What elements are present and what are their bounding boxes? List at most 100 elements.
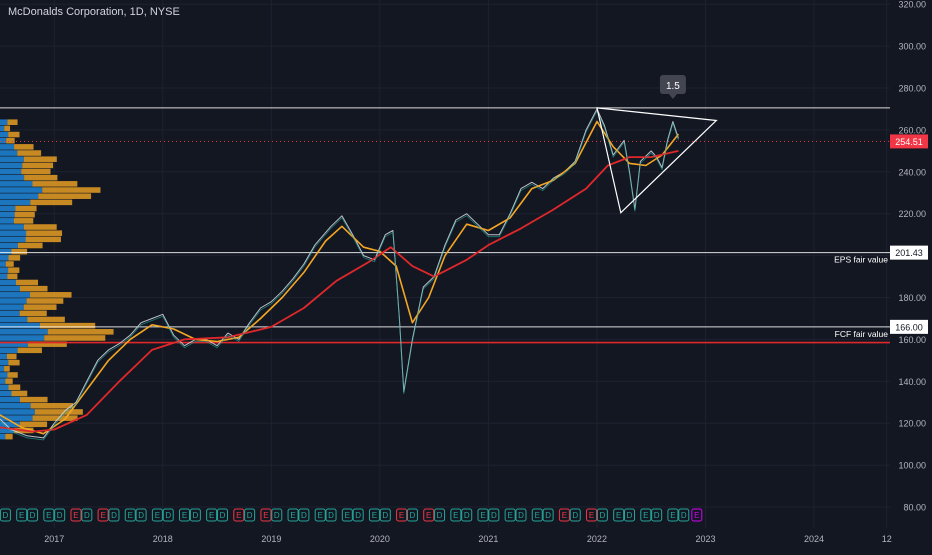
volume-profile-bar-up (0, 409, 35, 415)
volume-profile-bar-up (0, 372, 8, 378)
earnings-marker-d[interactable]: D (298, 508, 310, 522)
earnings-marker-e[interactable]: E (531, 508, 543, 522)
volume-profile-bar-up (0, 353, 7, 360)
earnings-marker-d[interactable]: D (678, 508, 690, 522)
earnings-marker-d[interactable]: D (515, 508, 527, 522)
volume-profile-bar-up (0, 224, 24, 230)
earnings-marker-d[interactable]: D (189, 508, 201, 522)
earnings-marker-d[interactable]: D (108, 508, 120, 522)
earnings-marker-box (341, 508, 353, 522)
volume-profile-bar-up (0, 181, 33, 187)
earnings-marker-e[interactable]: E (640, 508, 652, 522)
earnings-marker-letter: E (616, 511, 621, 520)
earnings-marker-e[interactable]: E (151, 508, 163, 522)
volume-profile-bar-up (0, 199, 31, 206)
volume-profile-bar-down (17, 242, 43, 249)
volume-profile-bar-down (30, 292, 72, 298)
earnings-marker-e[interactable]: E (396, 508, 408, 522)
time-axis-label: 2024 (804, 534, 824, 544)
earnings-marker-box (162, 508, 174, 522)
time-axis[interactable]: 2017 2018 2019 2020 2021 2022 2023 2024 12 (44, 534, 891, 544)
series-price-shadow (0, 110, 679, 441)
earnings-marker-d[interactable]: D (406, 508, 418, 522)
earnings-marker-e[interactable]: E (558, 508, 570, 522)
volume-profile-bar-up (0, 433, 6, 440)
series-lines (0, 108, 680, 441)
level-value-tag[interactable] (890, 319, 928, 334)
earnings-marker-d[interactable]: D (434, 508, 446, 522)
earnings-marker-d[interactable]: D (624, 508, 636, 522)
earnings-marker-d[interactable]: D (135, 508, 147, 522)
earnings-marker-letter: D (192, 511, 198, 520)
earnings-marker-e[interactable]: E (179, 508, 191, 522)
earnings-marker-d[interactable]: D (325, 508, 337, 522)
earnings-marker-letter: E (670, 511, 675, 520)
earnings-marker-d[interactable]: D (162, 508, 174, 522)
earnings-marker-d[interactable]: D (651, 508, 663, 522)
earnings-marker-box (531, 508, 543, 522)
triangle-pattern[interactable] (596, 107, 718, 214)
last-price-tag-text: 254.51 (895, 137, 923, 147)
earnings-marker-e[interactable]: E (260, 508, 272, 522)
drawings[interactable]: 1.5 EPS fair value FCF fair value (596, 75, 888, 339)
earnings-marker-d[interactable]: D (244, 508, 256, 522)
earnings-marker-letter: E (453, 511, 458, 520)
earnings-marker-d[interactable]: D (542, 508, 554, 522)
earnings-marker-e[interactable]: E (206, 508, 218, 522)
earnings-marker-d[interactable]: D (596, 508, 608, 522)
earnings-marker-e[interactable]: E (70, 508, 82, 522)
earnings-marker-e[interactable]: E (233, 508, 245, 522)
earnings-marker-e[interactable]: E (504, 508, 516, 522)
volume-profile-bar-up (0, 378, 6, 384)
earnings-marker-d[interactable]: D (569, 508, 581, 522)
earnings-marker-e[interactable]: E (691, 508, 703, 522)
price-axis-label: 300.00 (898, 42, 926, 52)
earnings-marker-box (504, 508, 516, 522)
earnings-marker-e[interactable]: E (477, 508, 489, 522)
earnings-marker-d[interactable]: D (54, 508, 66, 522)
earnings-marker-e[interactable]: E (667, 508, 679, 522)
earnings-marker-e[interactable]: E (287, 508, 299, 522)
earnings-marker-e[interactable]: E (43, 508, 55, 522)
earnings-marker-d[interactable]: D (488, 508, 500, 522)
earnings-marker-e[interactable]: E (124, 508, 136, 522)
earnings-marker-e[interactable]: E (314, 508, 326, 522)
earnings-marker-d[interactable]: D (81, 508, 93, 522)
earnings-marker-d[interactable]: D (271, 508, 283, 522)
earnings-marker-e[interactable]: E (423, 508, 435, 522)
volume-profile-bar-down (25, 236, 61, 243)
volume-profile-bar-up (0, 242, 18, 249)
time-axis-label: 2021 (478, 534, 498, 544)
earnings-marker-e[interactable]: E (613, 508, 625, 522)
price-axis[interactable]: 320.00300.00280.00260.00240.00220.00200.… (890, 0, 928, 513)
volume-profile-bar-down (26, 230, 63, 236)
earnings-marker-d[interactable]: D (352, 508, 364, 522)
earnings-marker-d[interactable]: D (27, 508, 39, 522)
price-axis-label: 180.00 (898, 293, 926, 303)
volume-profile-bar-down (8, 267, 20, 273)
earnings-marker-letter: D (518, 511, 524, 520)
earnings-marker-d[interactable]: D (379, 508, 391, 522)
volume-profile-bar-down (7, 273, 18, 280)
level-value-tag[interactable] (890, 245, 928, 260)
earnings-marker-e[interactable]: E (450, 508, 462, 522)
earnings-marker-letter: D (3, 511, 9, 520)
earnings-marker-box (43, 508, 55, 522)
idea-badge[interactable] (659, 75, 686, 94)
earnings-marker-d[interactable]: D (461, 508, 473, 522)
earnings-marker-e[interactable]: E (368, 508, 380, 522)
volume-profile-bar-up (0, 137, 7, 144)
earnings-marker-e[interactable]: E (586, 508, 598, 522)
earnings-marker-d[interactable]: D (217, 508, 228, 522)
level-value-tag-text: 166.00 (895, 322, 923, 332)
earnings-marker-letter: E (100, 511, 105, 520)
earnings-marker-d[interactable]: D (0, 508, 11, 522)
earnings-marker-e[interactable]: E (97, 508, 109, 522)
earnings-marker-e[interactable]: E (341, 508, 353, 522)
horizontal-levels (0, 107, 890, 344)
earnings-marker-e[interactable]: E (16, 508, 28, 522)
last-price-tag[interactable] (890, 134, 928, 149)
